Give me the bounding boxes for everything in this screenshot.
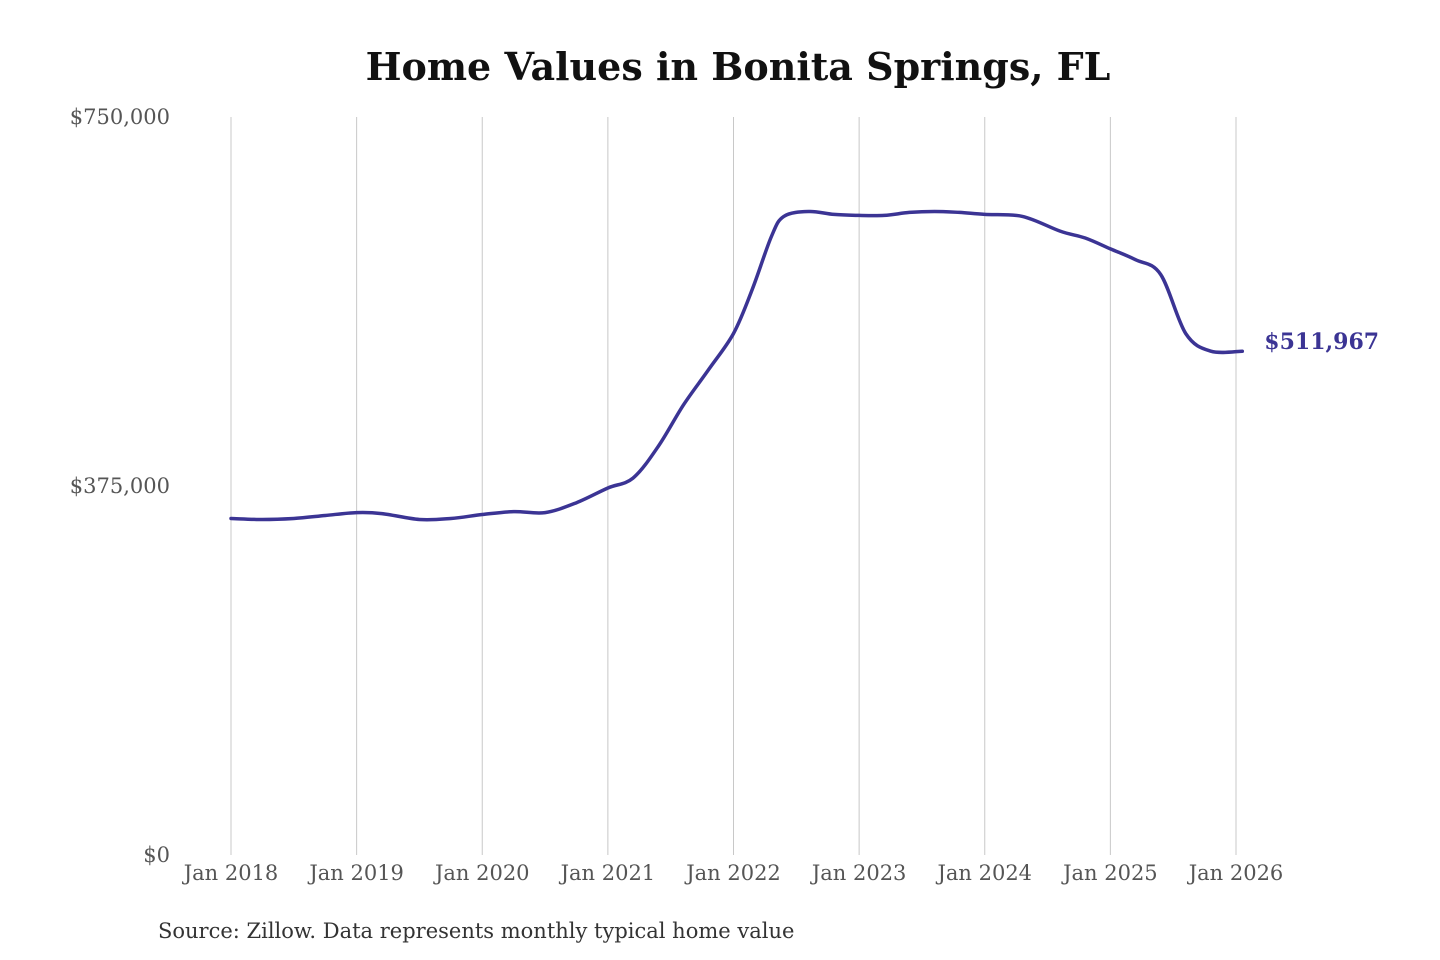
latest-value-label: $511,967 [1264,329,1379,355]
y-axis-tick-labels: $0 $375,000 $750,000 [70,105,170,867]
home-value-line [229,209,1245,522]
vertical-gridlines [230,117,1237,855]
chart-title: Home Values in Bonita Springs, FL [366,44,1111,89]
x-tick-label: Jan 2022 [684,861,781,885]
x-tick-label: Jan 2021 [559,861,656,885]
x-tick-label: Jan 2024 [935,861,1032,885]
y-tick-label: $375,000 [70,474,170,498]
x-tick-label: Jan 2023 [810,861,907,885]
x-tick-label: Jan 2018 [182,861,279,885]
source-note: Source: Zillow. Data represents monthly … [158,919,794,943]
x-tick-label: Jan 2025 [1061,861,1158,885]
x-tick-label: Jan 2020 [433,861,530,885]
x-tick-label: Jan 2026 [1187,861,1284,885]
x-tick-label: Jan 2019 [307,861,404,885]
y-tick-label: $0 [143,843,170,867]
y-tick-label: $750,000 [70,105,170,129]
x-axis-tick-labels: Jan 2018 Jan 2019 Jan 2020 Jan 2021 Jan 2022… [182,861,1284,885]
